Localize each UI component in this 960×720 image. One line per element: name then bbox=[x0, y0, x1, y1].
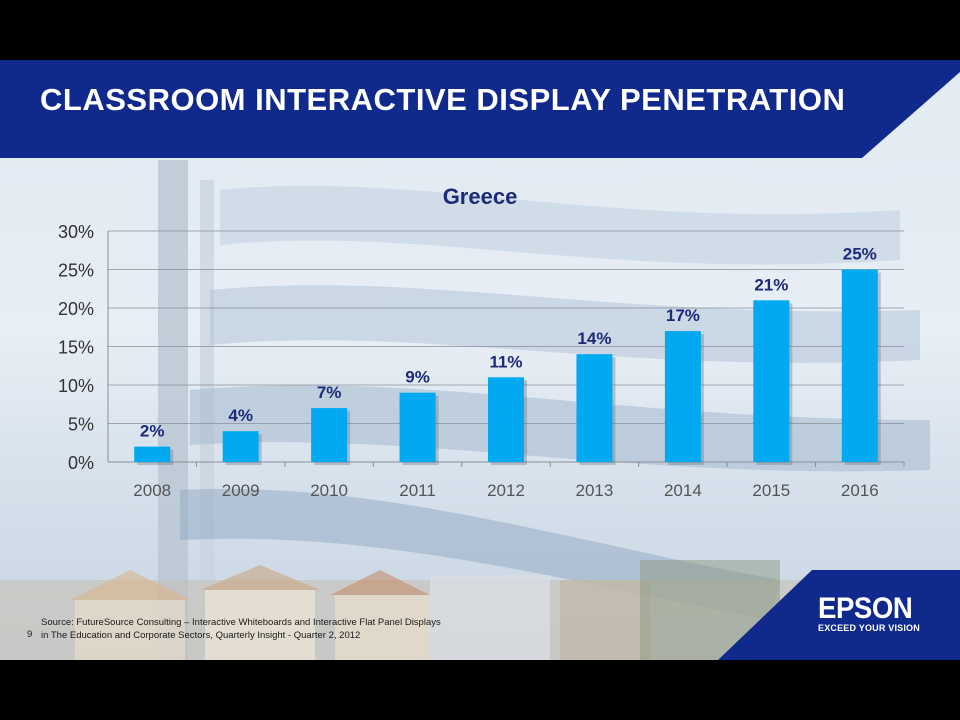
chart-title: Greece bbox=[443, 184, 518, 209]
bar-2015 bbox=[753, 300, 790, 462]
source-line-2: in The Education and Corporate Sectors, … bbox=[41, 630, 361, 641]
bar-2016 bbox=[841, 269, 878, 462]
data-label: 9% bbox=[405, 368, 430, 387]
data-label: 17% bbox=[666, 306, 700, 325]
x-tick-label: 2013 bbox=[576, 481, 614, 500]
data-label: 4% bbox=[228, 406, 253, 425]
x-tick-label: 2015 bbox=[752, 481, 790, 500]
y-tick-label: 20% bbox=[58, 299, 94, 319]
y-tick-label: 15% bbox=[58, 338, 94, 358]
y-tick-label: 0% bbox=[68, 453, 94, 473]
bar-2010 bbox=[311, 408, 348, 462]
epson-logo: EPSON bbox=[818, 592, 913, 625]
data-label: 14% bbox=[577, 329, 611, 348]
slide: CLASSROOM INTERACTIVE DISPLAY PENETRATIO… bbox=[0, 60, 960, 660]
data-label: 7% bbox=[317, 383, 342, 402]
header-banner bbox=[0, 60, 960, 158]
x-tick-label: 2014 bbox=[664, 481, 702, 500]
page-number: 9 bbox=[27, 629, 33, 640]
data-label: 25% bbox=[843, 245, 877, 264]
bar-2011 bbox=[399, 392, 436, 462]
x-tick-label: 2010 bbox=[310, 481, 348, 500]
y-tick-label: 5% bbox=[68, 415, 94, 435]
bar-2012 bbox=[488, 377, 524, 462]
bar-2013 bbox=[576, 354, 613, 462]
y-tick-label: 25% bbox=[58, 261, 94, 281]
bar-chart: Greece 0% 5% 10% 15% 20% 25% 30% 2% 2008 4% 2009 7… bbox=[58, 184, 905, 500]
x-tick-label: 2008 bbox=[133, 481, 171, 500]
bar-2008 bbox=[134, 446, 171, 462]
data-label: 21% bbox=[754, 275, 788, 294]
epson-tagline: EXCEED YOUR VISION bbox=[818, 623, 920, 633]
data-label: 2% bbox=[140, 422, 165, 441]
slide-title: CLASSROOM INTERACTIVE DISPLAY PENETRATIO… bbox=[40, 82, 846, 117]
x-tick-label: 2009 bbox=[222, 481, 260, 500]
y-tick-label: 10% bbox=[58, 376, 94, 396]
x-tick-label: 2012 bbox=[487, 481, 525, 500]
bar-2009 bbox=[222, 431, 259, 462]
y-tick-label: 30% bbox=[58, 222, 94, 242]
data-label: 11% bbox=[489, 352, 522, 371]
source-note: Source: FutureSource Consulting – Intera… bbox=[41, 616, 441, 642]
bar-2014 bbox=[664, 331, 701, 462]
x-tick-label: 2016 bbox=[841, 481, 879, 500]
source-line-1: Source: FutureSource Consulting – Intera… bbox=[41, 617, 441, 628]
x-tick-label: 2011 bbox=[399, 481, 436, 500]
